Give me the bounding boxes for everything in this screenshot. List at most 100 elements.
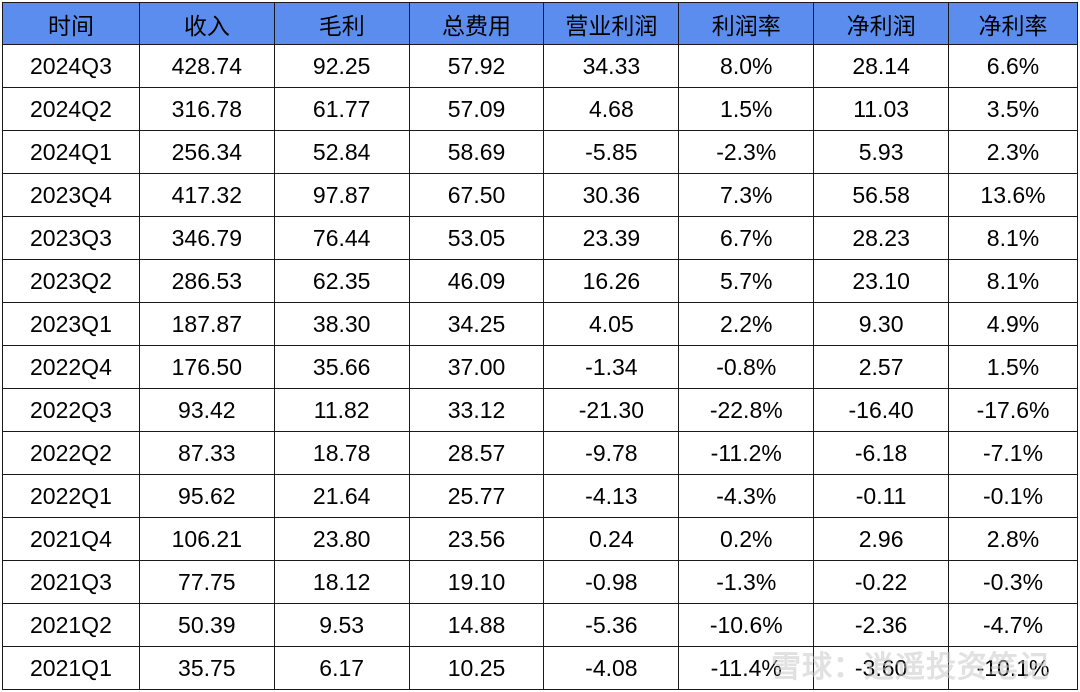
table-cell: 187.87 (138, 302, 275, 346)
table-cell: 6.6% (948, 44, 1078, 88)
table-cell: 34.25 (408, 302, 545, 346)
header-cell-total-expense: 总费用 (408, 2, 545, 45)
table-cell: 9.30 (813, 302, 950, 346)
table-cell: 417.32 (138, 173, 275, 217)
table-cell: -0.22 (813, 560, 950, 604)
table-cell: -5.85 (543, 130, 680, 174)
table-cell: 4.68 (543, 87, 680, 131)
table-cell: -0.1% (948, 474, 1078, 518)
table-cell: 1.5% (678, 87, 815, 131)
table-row: 2024Q3 428.74 92.25 57.92 34.33 8.0% 28.14 6.6% (2, 44, 1078, 88)
table-cell: 93.42 (138, 388, 275, 432)
table-cell: 2024Q2 (2, 87, 140, 131)
table-cell: 58.69 (408, 130, 545, 174)
table-cell: 2023Q4 (2, 173, 140, 217)
table-cell: 56.58 (813, 173, 950, 217)
table-cell: -7.1% (948, 431, 1078, 475)
table-row: 2023Q2 286.53 62.35 46.09 16.26 5.7% 23.10 8.1% (2, 259, 1078, 303)
table-row: 2022Q3 93.42 11.82 33.12 -21.30 -22.8% -16.40-… (2, 388, 1078, 432)
table-cell: 34.33 (543, 44, 680, 88)
table-row: 2021Q1 35.75 6.17 10.25 -4.08 -11.4% -3.60 -10.… (2, 646, 1078, 690)
table-cell: -0.8% (678, 345, 815, 389)
table-cell: -11.2% (678, 431, 815, 475)
table-cell: 2021Q4 (2, 517, 140, 561)
table-cell: -4.7% (948, 603, 1078, 647)
table-cell: 2.96 (813, 517, 950, 561)
table-cell: 28.23 (813, 216, 950, 260)
table-cell: -9.78 (543, 431, 680, 475)
table-cell: 23.80 (273, 517, 410, 561)
table-cell: -21.30 (543, 388, 680, 432)
header-cell-net-profit: 净利润 (813, 2, 950, 45)
table-cell: 0.24 (543, 517, 680, 561)
table-cell: 3.5% (948, 87, 1078, 131)
table-cell: -11.4% (678, 646, 815, 690)
table-cell: 286.53 (138, 259, 275, 303)
table-cell: 8.1% (948, 216, 1078, 260)
table-cell: 18.12 (273, 560, 410, 604)
table-cell: -4.13 (543, 474, 680, 518)
header-cell-time: 时间 (2, 2, 140, 45)
table-cell: 13.6% (948, 173, 1078, 217)
table-cell: 62.35 (273, 259, 410, 303)
table-cell: 4.05 (543, 302, 680, 346)
table-cell: 57.09 (408, 87, 545, 131)
table-row: 2024Q1 256.34 52.84 58.69 -5.85 -2.3% 5.93 2.3% (2, 130, 1078, 174)
table-cell: 9.53 (273, 603, 410, 647)
header-cell-net-margin: 净利率 (948, 2, 1078, 45)
table-cell: 7.3% (678, 173, 815, 217)
table-cell: 2023Q3 (2, 216, 140, 260)
table-cell: 87.33 (138, 431, 275, 475)
table-cell: 2022Q2 (2, 431, 140, 475)
table-cell: 38.30 (273, 302, 410, 346)
table-cell: -0.11 (813, 474, 950, 518)
table-cell: 19.10 (408, 560, 545, 604)
table-cell: -5.36 (543, 603, 680, 647)
table-cell: 35.75 (138, 646, 275, 690)
table-cell: -10.1% (948, 646, 1078, 690)
header-cell-profit-margin: 利润率 (678, 2, 815, 45)
table-row: 2021Q3 77.75 18.12 19.10 -0.98 -1.3% -0.22 -0.3… (2, 560, 1078, 604)
table-cell: 11.82 (273, 388, 410, 432)
table-cell: 61.77 (273, 87, 410, 131)
table-cell: 50.39 (138, 603, 275, 647)
table-cell: 2.2% (678, 302, 815, 346)
table-cell: 97.87 (273, 173, 410, 217)
table-cell: -0.3% (948, 560, 1078, 604)
table-cell: -2.36 (813, 603, 950, 647)
table-cell: 8.1% (948, 259, 1078, 303)
table-cell: 2021Q3 (2, 560, 140, 604)
table-cell: 2022Q1 (2, 474, 140, 518)
table-cell: 37.00 (408, 345, 545, 389)
table-row: 2023Q3 346.79 76.44 53.05 23.39 6.7% 28.23 8.1% (2, 216, 1078, 260)
table-cell: 256.34 (138, 130, 275, 174)
table-cell: 2.8% (948, 517, 1078, 561)
table-cell: 30.36 (543, 173, 680, 217)
table-cell: 28.57 (408, 431, 545, 475)
table-cell: -6.18 (813, 431, 950, 475)
table-cell: -17.6% (948, 388, 1078, 432)
table-row: 2022Q4 176.50 35.66 37.00 -1.34 -0.8% 2.57 1.5% (2, 345, 1078, 389)
table-cell: 10.25 (408, 646, 545, 690)
table-row: 2021Q4 106.21 23.80 23.56 0.24 0.2% 2.96 2.8% (2, 517, 1078, 561)
table-cell: 5.93 (813, 130, 950, 174)
table-cell: 57.92 (408, 44, 545, 88)
table-cell: -16.40 (813, 388, 950, 432)
table-cell: 76.44 (273, 216, 410, 260)
table-cell: -3.60 (813, 646, 950, 690)
table-cell: 23.10 (813, 259, 950, 303)
table-cell: 2.3% (948, 130, 1078, 174)
table-row: 2021Q2 50.39 9.53 14.88 -5.36 -10.6% -2.36 -4.7… (2, 603, 1078, 647)
table-cell: 92.25 (273, 44, 410, 88)
table-cell: 2024Q3 (2, 44, 140, 88)
table-cell: 21.64 (273, 474, 410, 518)
table-cell: 4.9% (948, 302, 1078, 346)
header-cell-gross-profit: 毛利 (273, 2, 410, 45)
table-cell: 2024Q1 (2, 130, 140, 174)
table-cell: 28.14 (813, 44, 950, 88)
table-cell: 428.74 (138, 44, 275, 88)
table-cell: 14.88 (408, 603, 545, 647)
table-cell: 23.56 (408, 517, 545, 561)
table-cell: -4.3% (678, 474, 815, 518)
